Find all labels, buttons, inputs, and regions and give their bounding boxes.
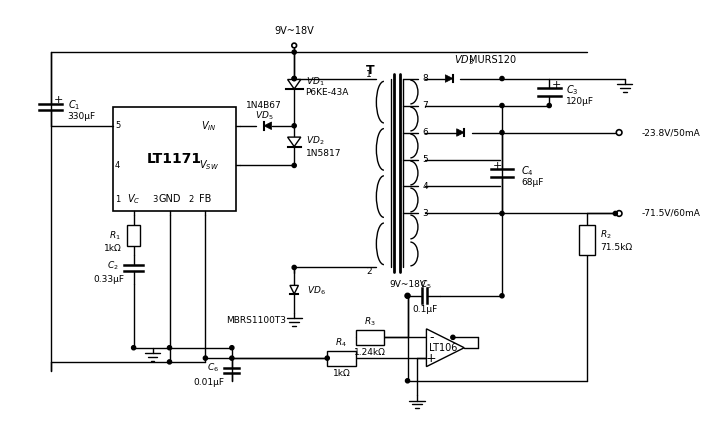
Text: +: + — [54, 95, 63, 105]
Text: 330μF: 330μF — [68, 112, 96, 121]
Text: 9V~18V: 9V~18V — [274, 26, 314, 36]
Text: 68μF: 68μF — [521, 178, 544, 187]
Text: 3: 3 — [423, 209, 429, 218]
Text: +: + — [426, 352, 436, 365]
Polygon shape — [288, 137, 301, 146]
Polygon shape — [457, 129, 464, 136]
Text: MBRS1100T3: MBRS1100T3 — [226, 316, 286, 325]
Text: 0.01μF: 0.01μF — [194, 378, 225, 387]
Text: LT106: LT106 — [429, 343, 458, 353]
Text: 0.33μF: 0.33μF — [94, 275, 125, 284]
Text: 120μF: 120μF — [566, 97, 594, 106]
Circle shape — [292, 77, 296, 81]
Text: 71.5kΩ: 71.5kΩ — [600, 243, 632, 252]
Text: $R_4$: $R_4$ — [336, 337, 348, 349]
Bar — [327, 351, 355, 366]
Text: 1.24kΩ: 1.24kΩ — [354, 348, 386, 357]
Circle shape — [500, 77, 504, 81]
Text: $C_2$: $C_2$ — [107, 259, 118, 272]
Text: 9V~18V: 9V~18V — [389, 280, 426, 289]
Text: 3: 3 — [153, 195, 158, 204]
Circle shape — [500, 211, 504, 215]
Circle shape — [168, 360, 171, 364]
Bar — [113, 107, 235, 211]
Text: $C_4$: $C_4$ — [521, 164, 534, 178]
Polygon shape — [290, 285, 298, 294]
Circle shape — [547, 103, 551, 108]
Bar — [127, 225, 140, 246]
Text: $R_3$: $R_3$ — [364, 316, 376, 328]
Circle shape — [230, 346, 234, 350]
Polygon shape — [446, 75, 453, 82]
Text: 1kΩ: 1kΩ — [333, 369, 350, 378]
Text: 8: 8 — [423, 74, 429, 83]
Text: 6: 6 — [423, 128, 429, 137]
Polygon shape — [288, 79, 301, 89]
Text: 1: 1 — [366, 70, 372, 79]
Text: 1N5817: 1N5817 — [305, 149, 341, 158]
Circle shape — [292, 164, 296, 168]
Text: 1N4B67: 1N4B67 — [246, 101, 282, 111]
Text: 0.1μF: 0.1μF — [413, 306, 438, 314]
Circle shape — [405, 379, 410, 383]
Text: LT1171: LT1171 — [147, 152, 202, 166]
Circle shape — [405, 294, 410, 298]
Bar — [355, 330, 384, 345]
Circle shape — [292, 124, 296, 128]
Circle shape — [230, 356, 234, 360]
Text: P6KE-43A: P6KE-43A — [305, 88, 349, 97]
Polygon shape — [427, 329, 464, 366]
Text: $VD_3$: $VD_3$ — [454, 53, 474, 67]
Text: +: + — [552, 81, 561, 90]
Text: GND: GND — [158, 194, 180, 204]
Circle shape — [132, 346, 135, 350]
Text: FB: FB — [200, 194, 212, 204]
Text: 4: 4 — [423, 182, 428, 191]
Text: $VD_2$: $VD_2$ — [305, 135, 324, 147]
Text: $VD_5$: $VD_5$ — [255, 109, 274, 121]
Circle shape — [292, 265, 296, 270]
Circle shape — [613, 211, 618, 215]
Text: $C_3$: $C_3$ — [566, 83, 579, 97]
Text: -23.8V/50mA: -23.8V/50mA — [642, 128, 701, 137]
Text: 4: 4 — [115, 161, 120, 170]
Text: $V_{SW}$: $V_{SW}$ — [200, 159, 219, 172]
Text: T: T — [365, 65, 374, 78]
Text: MURS120: MURS120 — [469, 55, 516, 65]
Circle shape — [500, 294, 504, 298]
Text: $R_1$: $R_1$ — [109, 229, 121, 241]
Polygon shape — [264, 122, 271, 129]
Text: $VD_6$: $VD_6$ — [307, 285, 326, 297]
Text: -71.5V/60mA: -71.5V/60mA — [642, 209, 701, 218]
Text: $V_C$: $V_C$ — [127, 193, 140, 207]
Text: 5: 5 — [423, 155, 429, 164]
Circle shape — [168, 346, 171, 350]
Text: -: - — [429, 331, 434, 344]
Text: $C_5$: $C_5$ — [419, 278, 431, 291]
Text: $C_1$: $C_1$ — [68, 98, 80, 112]
Circle shape — [292, 50, 296, 54]
Text: 2: 2 — [366, 267, 372, 276]
Text: +: + — [493, 161, 502, 172]
Circle shape — [292, 77, 296, 81]
Circle shape — [325, 356, 329, 360]
Bar — [580, 225, 594, 255]
Text: $R_2$: $R_2$ — [600, 228, 612, 241]
Text: $VD_1$: $VD_1$ — [305, 75, 324, 88]
Circle shape — [450, 335, 455, 340]
Circle shape — [500, 130, 504, 134]
Circle shape — [500, 103, 504, 108]
Text: 5: 5 — [115, 121, 120, 130]
Text: 1: 1 — [115, 195, 120, 204]
Text: 1kΩ: 1kΩ — [104, 244, 122, 253]
Text: 7: 7 — [423, 101, 429, 110]
Text: $V_{IN}$: $V_{IN}$ — [202, 119, 217, 133]
Text: $C_6$: $C_6$ — [207, 362, 219, 374]
Text: 2: 2 — [189, 195, 194, 204]
Circle shape — [203, 356, 207, 360]
